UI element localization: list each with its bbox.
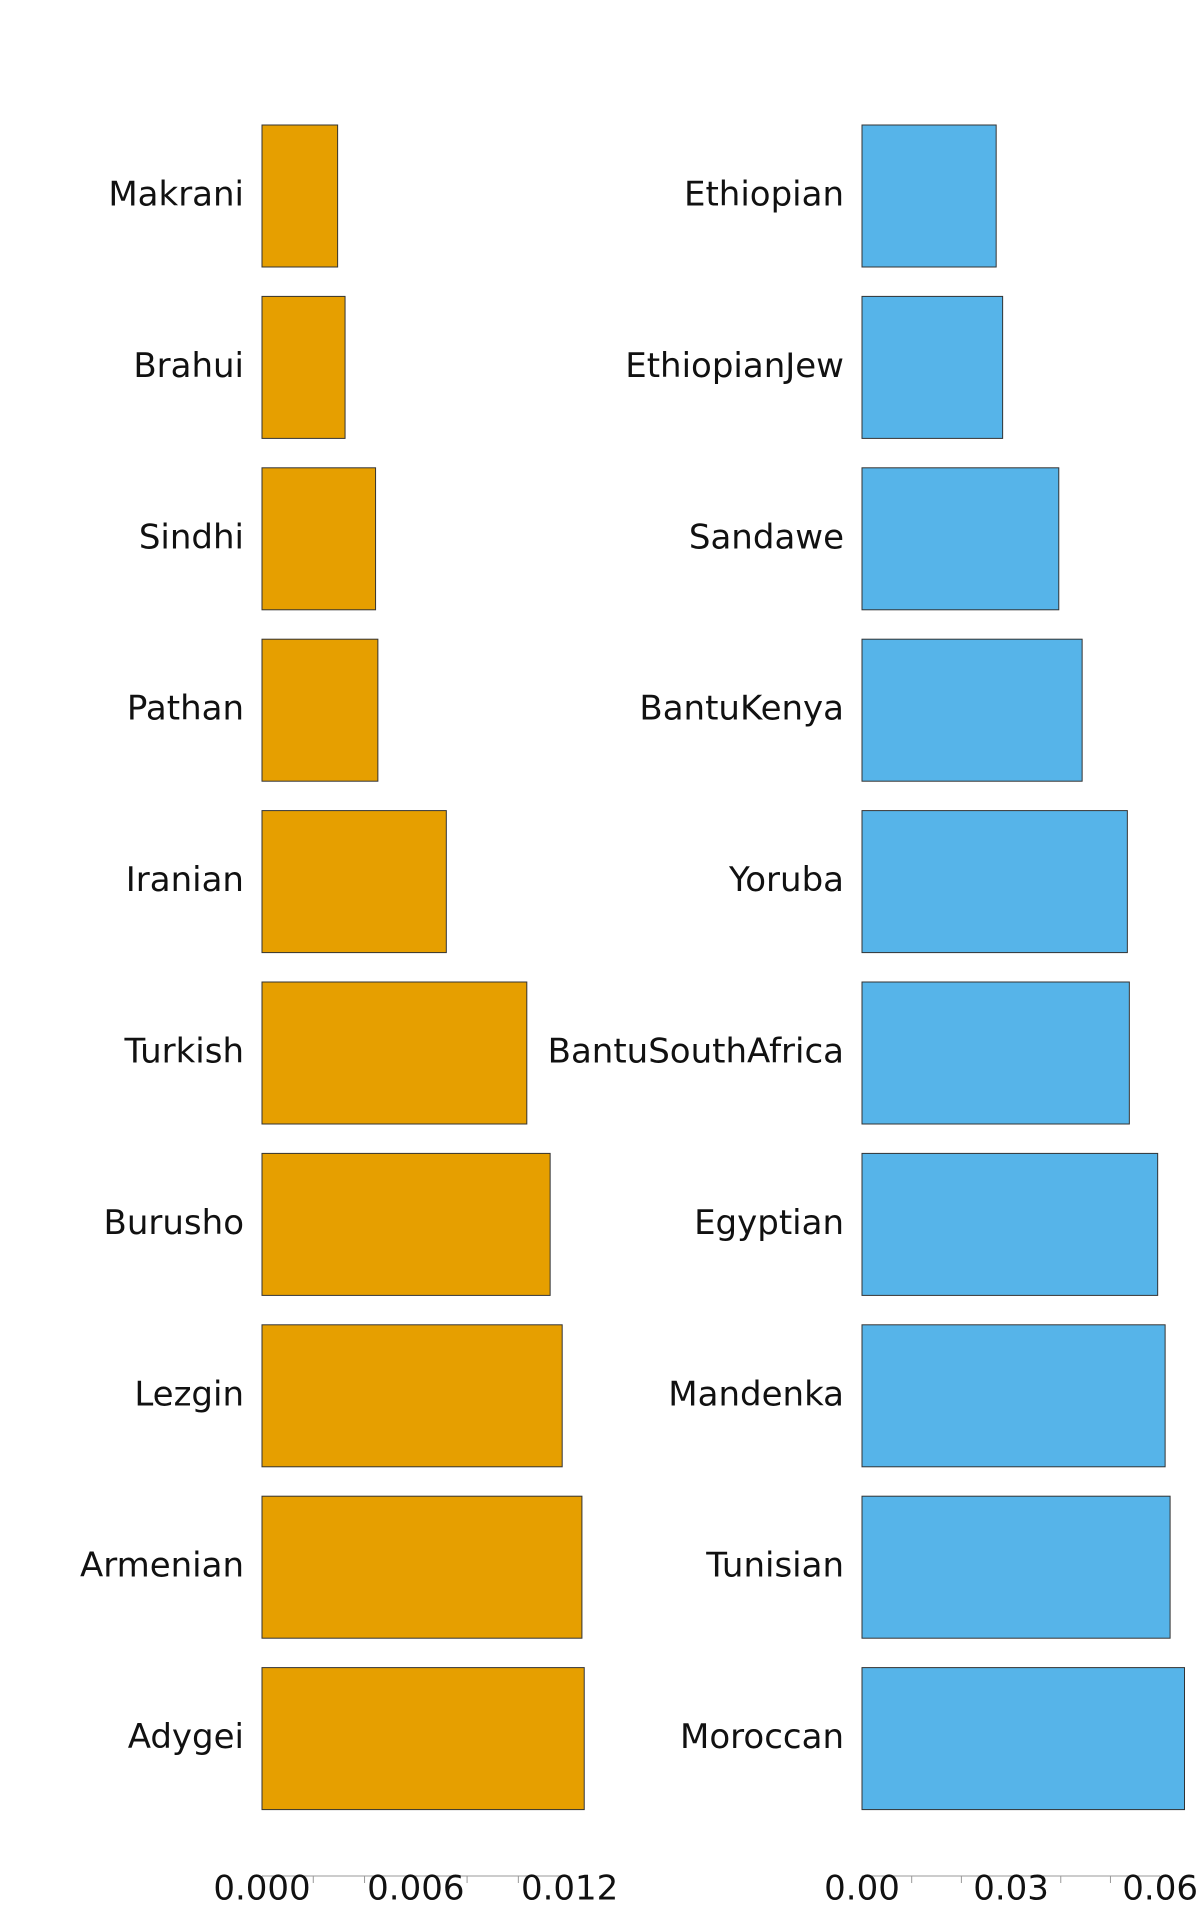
y-tick-label: Egyptian bbox=[694, 1203, 844, 1243]
bar bbox=[861, 638, 1083, 782]
y-tick-label: Adygei bbox=[128, 1717, 244, 1757]
y-tick-label: Brahui bbox=[133, 346, 244, 386]
y-tick-label: Lezgin bbox=[134, 1374, 244, 1414]
bar bbox=[861, 124, 997, 268]
y-tick-label: Pathan bbox=[127, 689, 244, 729]
y-tick-label: BantuSouthAfrica bbox=[548, 1032, 844, 1072]
y-tick-label: Turkish bbox=[123, 1032, 244, 1072]
bar bbox=[861, 981, 1130, 1125]
y-tick-label: Burusho bbox=[104, 1203, 244, 1243]
bar bbox=[861, 467, 1060, 611]
x-tick-label: 0.006 bbox=[367, 1869, 464, 1909]
x-tick-label: 0.06 bbox=[1122, 1869, 1198, 1909]
bar bbox=[861, 1324, 1166, 1468]
y-tick-label: Ethiopian bbox=[684, 175, 844, 215]
bar bbox=[261, 295, 346, 439]
bar bbox=[861, 1667, 1186, 1811]
bar bbox=[861, 295, 1004, 439]
bar bbox=[261, 981, 528, 1125]
bar bbox=[261, 467, 377, 611]
y-tick-label: BantuKenya bbox=[639, 689, 844, 729]
y-tick-label: EthiopianJew bbox=[625, 346, 844, 386]
y-tick-label: Makrani bbox=[108, 175, 244, 215]
bar bbox=[261, 124, 339, 268]
x-tick-label: 0.000 bbox=[213, 1869, 310, 1909]
x-tick-label: 0.00 bbox=[824, 1869, 900, 1909]
bar bbox=[261, 638, 379, 782]
y-tick-label: Sindhi bbox=[139, 517, 244, 557]
x-tick-label: 0.03 bbox=[973, 1869, 1049, 1909]
y-tick-label: Moroccan bbox=[680, 1717, 844, 1757]
y-tick-label: Yoruba bbox=[728, 860, 844, 900]
bar bbox=[261, 1324, 563, 1468]
bar bbox=[861, 1495, 1171, 1639]
bar bbox=[261, 1495, 583, 1639]
y-tick-label: Iranian bbox=[126, 860, 244, 900]
y-tick-label: Armenian bbox=[80, 1546, 244, 1586]
y-tick-label: Sandawe bbox=[689, 517, 844, 557]
x-tick-label: 0.012 bbox=[521, 1869, 618, 1909]
y-tick-label: Tunisian bbox=[705, 1546, 844, 1586]
bar bbox=[261, 1152, 551, 1296]
bar bbox=[261, 810, 447, 954]
bar bbox=[861, 1152, 1159, 1296]
bar bbox=[261, 1667, 585, 1811]
y-tick-label: Mandenka bbox=[668, 1374, 844, 1414]
bar bbox=[861, 810, 1128, 954]
